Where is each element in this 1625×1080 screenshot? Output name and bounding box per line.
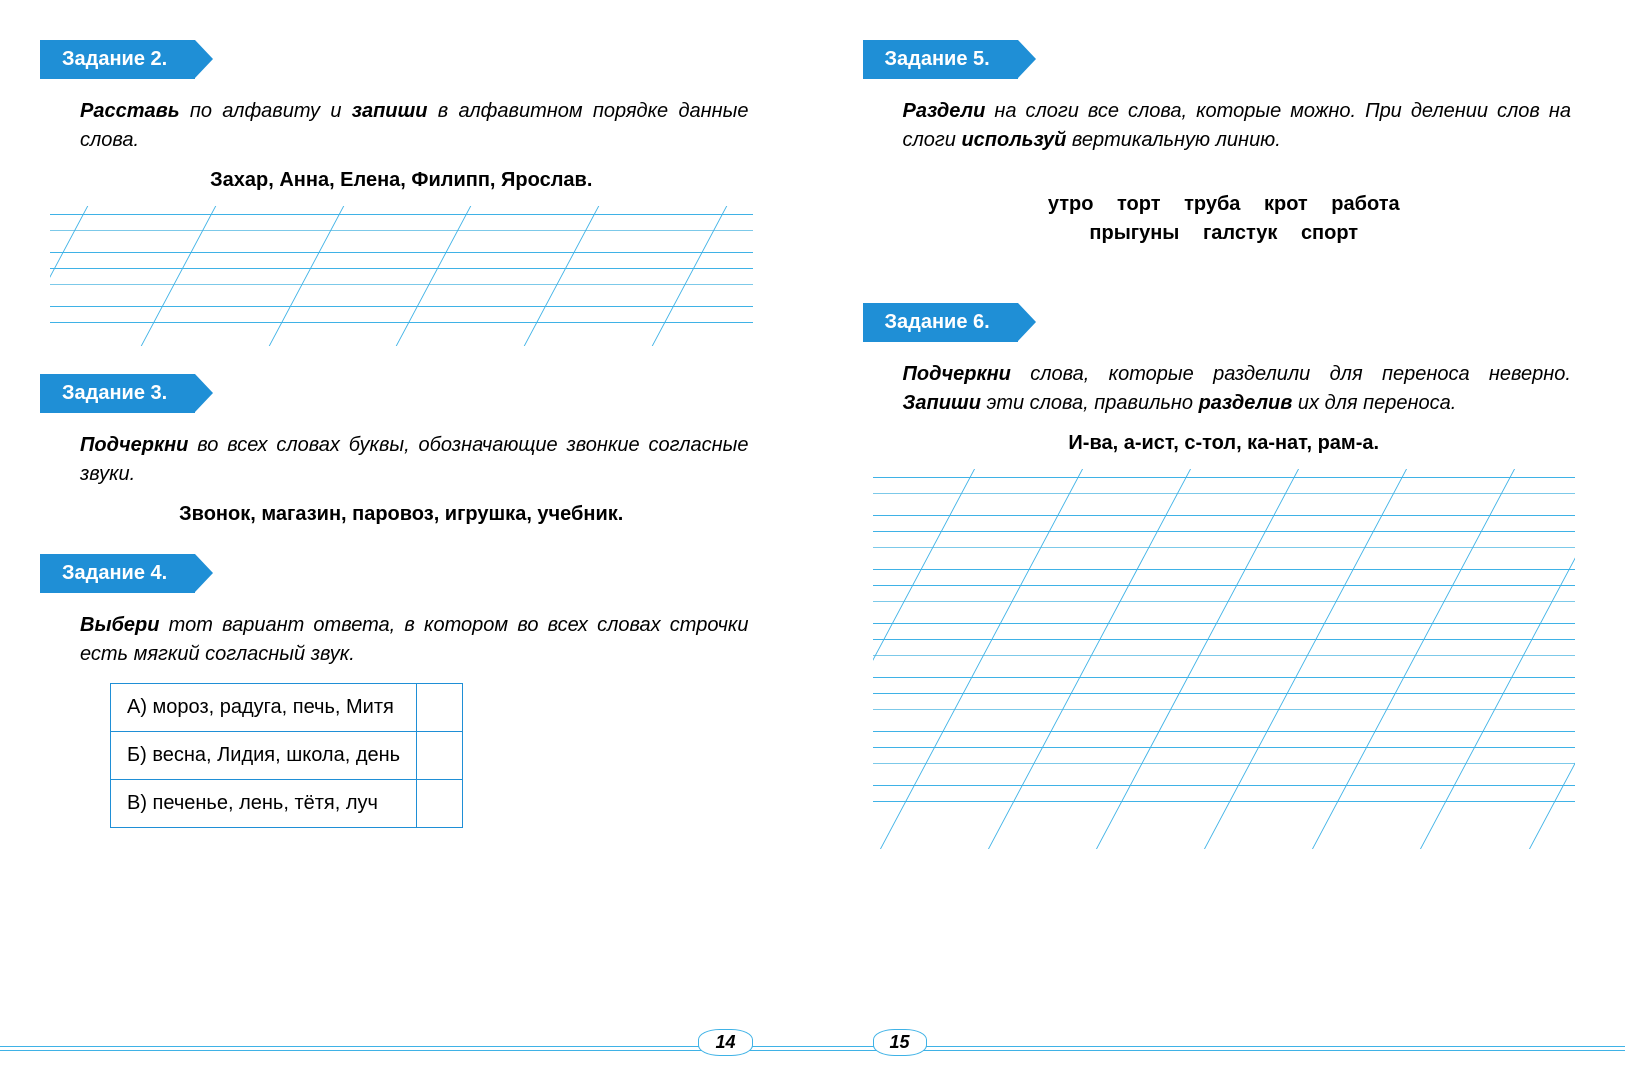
task-3-title: Задание 3. (40, 374, 195, 413)
task-4-title: Задание 4. (40, 554, 195, 593)
divider-line (0, 1046, 813, 1047)
option-b-checkbox[interactable] (417, 732, 463, 780)
divider-line (0, 1050, 813, 1051)
task-2-text-1: по алфавиту и (180, 100, 352, 122)
task-6-bold-2: Запиши (903, 392, 981, 414)
option-b: Б) весна, Лидия, школа, день (111, 732, 417, 780)
page-left: Задание 2. Расставь по алфавиту и запиши… (0, 0, 813, 1080)
task-2-words: Захар, Анна, Елена, Филипп, Ярослав. (50, 169, 753, 192)
task-5: Задание 5. Раздели на слоги все слова, к… (873, 40, 1576, 245)
page-number-right: 15 (873, 1029, 927, 1056)
task-6-writing-grid[interactable] (873, 469, 1576, 849)
task-5-title: Задание 5. (863, 40, 1018, 79)
option-c-checkbox[interactable] (417, 780, 463, 828)
table-row: В) печенье, лень, тётя, луч (111, 780, 463, 828)
task-3: Задание 3. Подчеркни во всех словах букв… (50, 374, 753, 526)
divider-line (813, 1050, 1625, 1051)
task-6-instruction: Подчеркни слова, которые разделили для п… (873, 360, 1576, 418)
page-number-bar-left: 14 (0, 1036, 813, 1064)
task-4-instruction: Выбери тот вариант ответа, в котором во … (50, 611, 753, 669)
task-5-bold-2: используй (961, 129, 1066, 151)
task-6-text-3: их для переноса. (1292, 392, 1456, 414)
task-6-text-1: слова, которые разделили для переноса не… (1011, 363, 1571, 385)
task-2-writing-grid[interactable] (50, 206, 753, 346)
task-2-title: Задание 2. (40, 40, 195, 79)
task-4-bold-1: Выбери (80, 614, 159, 636)
task-3-words: Звонок, магазин, паровоз, игрушка, учебн… (50, 503, 753, 526)
task-6-words: И-ва, а-ист, с-тол, ка-нат, рам-а. (873, 432, 1576, 455)
option-a: А) мороз, радуга, печь, Митя (111, 684, 417, 732)
page-number-bar-right: 15 (813, 1036, 1625, 1064)
task-3-instruction: Подчеркни во всех словах буквы, обознача… (50, 431, 753, 489)
task-2: Задание 2. Расставь по алфавиту и запиши… (50, 40, 753, 346)
option-a-checkbox[interactable] (417, 684, 463, 732)
page-number-left: 14 (698, 1029, 752, 1056)
page-right: Задание 5. Раздели на слоги все слова, к… (813, 0, 1625, 1080)
task-5-instruction: Раздели на слоги все слова, которые можн… (873, 97, 1576, 155)
task-2-bold-1: Расставь (80, 100, 180, 122)
task-4: Задание 4. Выбери тот вариант ответа, в … (50, 554, 753, 828)
task-5-words-line1: утро торт труба крот работа (873, 193, 1576, 216)
task-6-title: Задание 6. (863, 303, 1018, 342)
task-5-text-2: вертикальную линию. (1066, 129, 1280, 151)
task-5-bold-1: Раздели (903, 100, 986, 122)
task-6-bold-1: Подчеркни (903, 363, 1011, 385)
task-5-words-line2: прыгуны галстук спорт (873, 222, 1576, 245)
table-row: А) мороз, радуга, печь, Митя (111, 684, 463, 732)
task-4-options-table: А) мороз, радуга, печь, Митя Б) весна, Л… (110, 683, 463, 828)
task-2-bold-2: запиши (352, 100, 428, 122)
table-row: Б) весна, Лидия, школа, день (111, 732, 463, 780)
divider-line (813, 1046, 1625, 1047)
task-6: Задание 6. Подчеркни слова, которые разд… (873, 303, 1576, 849)
task-6-text-2: эти слова, правильно (981, 392, 1199, 414)
option-c: В) печенье, лень, тётя, луч (111, 780, 417, 828)
task-2-instruction: Расставь по алфавиту и запиши в алфавитн… (50, 97, 753, 155)
task-6-bold-3: разделив (1199, 392, 1293, 414)
task-4-text-1: тот вариант ответа, в котором во всех сл… (80, 614, 749, 665)
task-3-bold-1: Подчеркни (80, 434, 188, 456)
